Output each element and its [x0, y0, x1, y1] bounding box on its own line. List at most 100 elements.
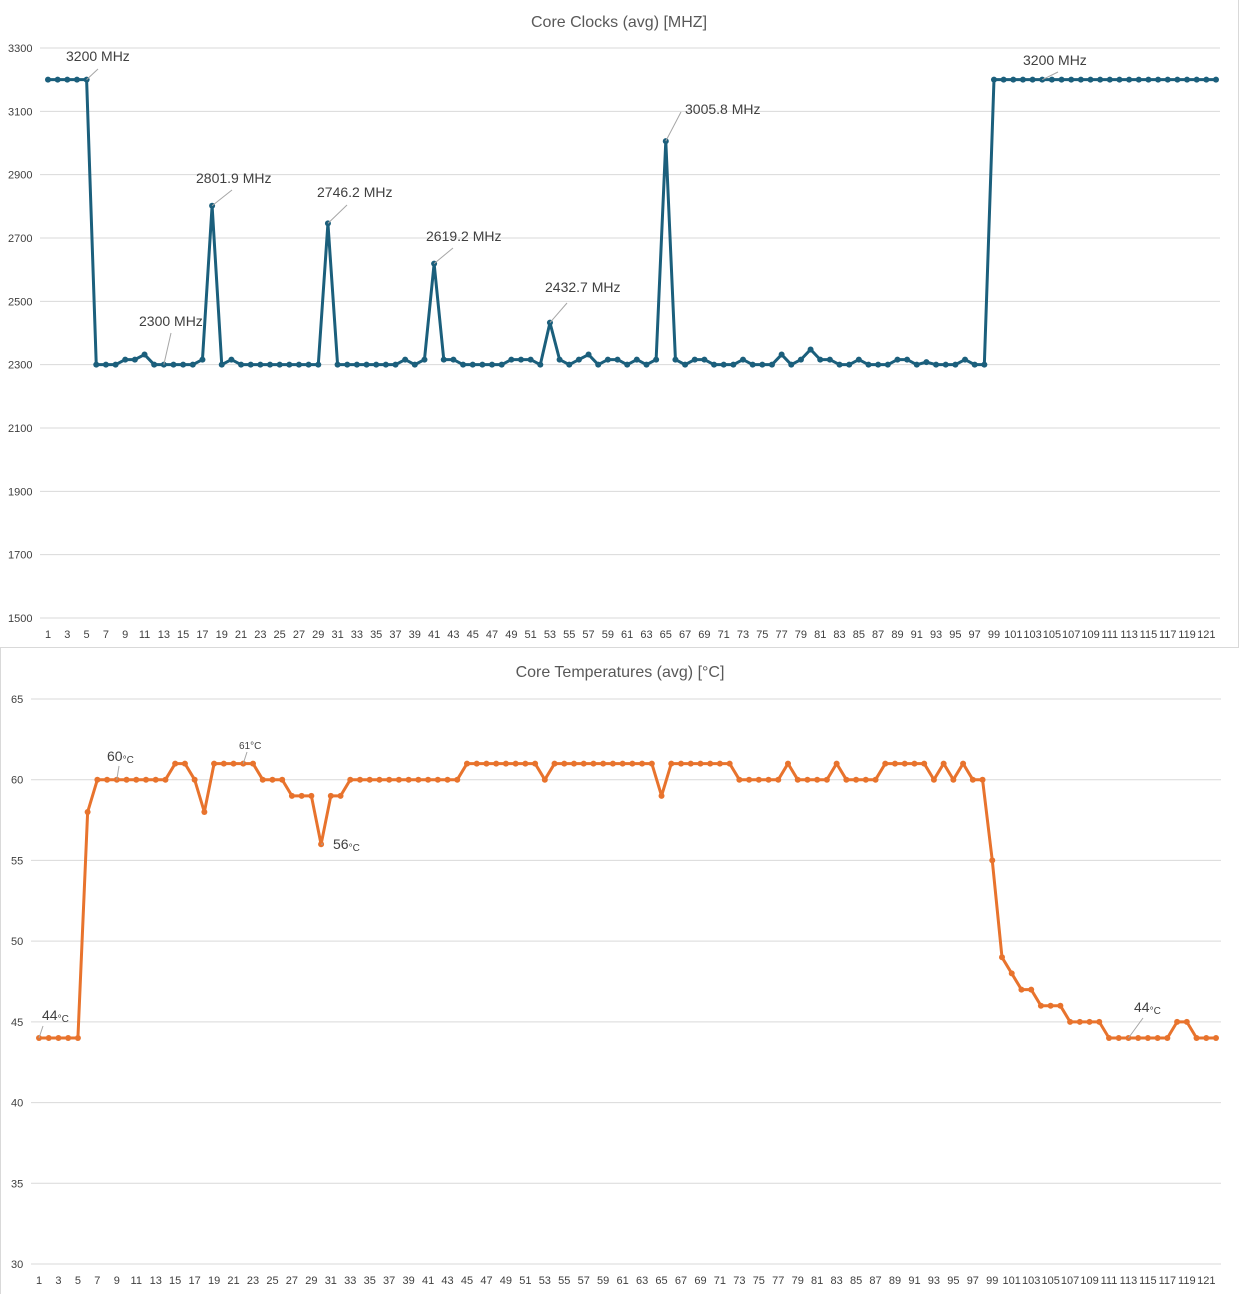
temps-x-tick-label: 97 — [967, 1275, 979, 1287]
clocks-data-point — [595, 361, 602, 368]
temps-data-point — [726, 760, 733, 767]
clocks-data-point — [180, 361, 187, 368]
temps-data-point — [853, 776, 860, 783]
clocks-x-tick-label: 27 — [293, 629, 305, 641]
temps-data-point — [882, 760, 889, 767]
clocks-data-point — [614, 356, 621, 363]
temps-x-tick-label: 95 — [947, 1275, 959, 1287]
temps-data-point — [969, 776, 976, 783]
clocks-x-tick-label: 51 — [525, 629, 537, 641]
temps-data-point — [833, 760, 840, 767]
clocks-x-tick-label: 87 — [872, 629, 884, 641]
temps-data-point — [1057, 1002, 1064, 1009]
clocks-data-point — [1048, 76, 1055, 83]
clocks-data-point — [1184, 76, 1191, 83]
clocks-x-tick-label: 59 — [602, 629, 614, 641]
clocks-x-tick-label: 113 — [1120, 629, 1138, 641]
clocks-data-point — [682, 361, 689, 368]
temps-series-line — [39, 762, 1216, 1040]
clocks-data-point — [1213, 76, 1219, 83]
clocks-data-point — [566, 361, 573, 368]
clocks-data-point — [1135, 76, 1142, 83]
temps-data-point — [104, 776, 111, 783]
clocks-x-tick-label: 61 — [621, 629, 633, 641]
clocks-x-tick-label: 39 — [409, 629, 421, 641]
clocks-x-tick-label: 79 — [795, 629, 807, 641]
temps-x-tick-label: 51 — [519, 1275, 531, 1287]
clocks-y-tick-label: 1500 — [8, 613, 32, 625]
clocks-data-point — [865, 361, 872, 368]
clocks-x-tick-label: 95 — [949, 629, 961, 641]
temps-data-point — [55, 1035, 62, 1041]
temps-data-point — [211, 760, 218, 767]
temps-data-label: 60°C — [107, 748, 134, 766]
clocks-data-point — [64, 76, 71, 83]
clocks-x-tick-label: 23 — [254, 629, 266, 641]
clocks-data-point — [884, 361, 891, 368]
clocks-x-tick-label: 65 — [660, 629, 672, 641]
temps-data-point — [746, 776, 753, 783]
clocks-x-tick-label: 47 — [486, 629, 498, 641]
temps-data-point — [493, 760, 500, 767]
clocks-data-point — [913, 361, 920, 368]
temps-data-point — [220, 760, 227, 767]
temps-data-label-value: 60 — [107, 748, 123, 764]
clocks-data-point — [797, 356, 804, 363]
clocks-data-point — [585, 351, 592, 358]
clocks-annotation-leader — [549, 302, 568, 323]
clocks-x-tick-label: 45 — [467, 629, 479, 641]
temps-data-point — [979, 776, 986, 783]
temps-x-tick-label: 85 — [850, 1275, 862, 1287]
temps-data-point — [347, 776, 354, 783]
temps-x-tick-label: 27 — [286, 1275, 298, 1287]
temps-data-point — [288, 792, 295, 799]
temps-data-point — [580, 760, 587, 767]
temps-data-point — [1018, 986, 1025, 993]
clocks-data-point — [527, 356, 534, 363]
clocks-data-point — [556, 356, 563, 363]
clocks-data-point — [440, 356, 447, 363]
clocks-x-tick-label: 41 — [428, 629, 440, 641]
temps-x-tick-label: 71 — [714, 1275, 726, 1287]
clocks-x-tick-label: 69 — [698, 629, 710, 641]
clocks-x-tick-label: 21 — [235, 629, 247, 641]
temps-data-point — [1213, 1035, 1219, 1041]
temps-data-point — [687, 760, 694, 767]
temps-data-point — [133, 776, 140, 783]
clocks-x-tick-label: 1 — [45, 629, 51, 641]
temps-data-label-unit: °C — [250, 741, 261, 752]
clocks-data-point — [1116, 76, 1123, 83]
clocks-data-point — [170, 361, 177, 368]
clocks-data-point — [759, 361, 766, 368]
temps-x-tick-label: 49 — [500, 1275, 512, 1287]
temps-data-point — [551, 760, 558, 767]
temps-data-point — [65, 1035, 72, 1041]
clocks-data-point — [962, 356, 969, 363]
temps-data-point — [804, 776, 811, 783]
clocks-data-point — [189, 361, 196, 368]
temps-data-point — [74, 1035, 81, 1041]
clocks-data-point — [807, 346, 814, 353]
clocks-data-point — [151, 361, 158, 368]
clocks-data-point — [247, 361, 254, 368]
temps-data-point — [152, 776, 159, 783]
clocks-data-point — [460, 361, 467, 368]
clocks-data-label: 3200 MHz — [1023, 52, 1087, 68]
clocks-x-tick-label: 31 — [331, 629, 343, 641]
core-temperatures-chart-panel: Core Temperatures (avg) [°C] 65 60 55 50 45 4… — [0, 648, 1239, 1294]
temps-x-tick-label: 77 — [772, 1275, 784, 1287]
clocks-data-point — [981, 361, 988, 368]
clocks-data-point — [624, 361, 631, 368]
clocks-data-point — [402, 356, 409, 363]
temps-x-tick-label: 93 — [928, 1275, 940, 1287]
temps-gridlines — [31, 698, 1221, 1265]
temps-data-point — [327, 792, 334, 799]
temps-data-point — [357, 776, 363, 783]
temps-data-point — [473, 760, 480, 767]
temps-x-tick-label: 23 — [247, 1275, 259, 1287]
temps-data-point — [1008, 970, 1015, 977]
clocks-data-point — [93, 361, 100, 368]
clocks-data-point — [1010, 76, 1017, 83]
temps-data-point — [405, 776, 412, 783]
clocks-data-point — [479, 361, 486, 368]
